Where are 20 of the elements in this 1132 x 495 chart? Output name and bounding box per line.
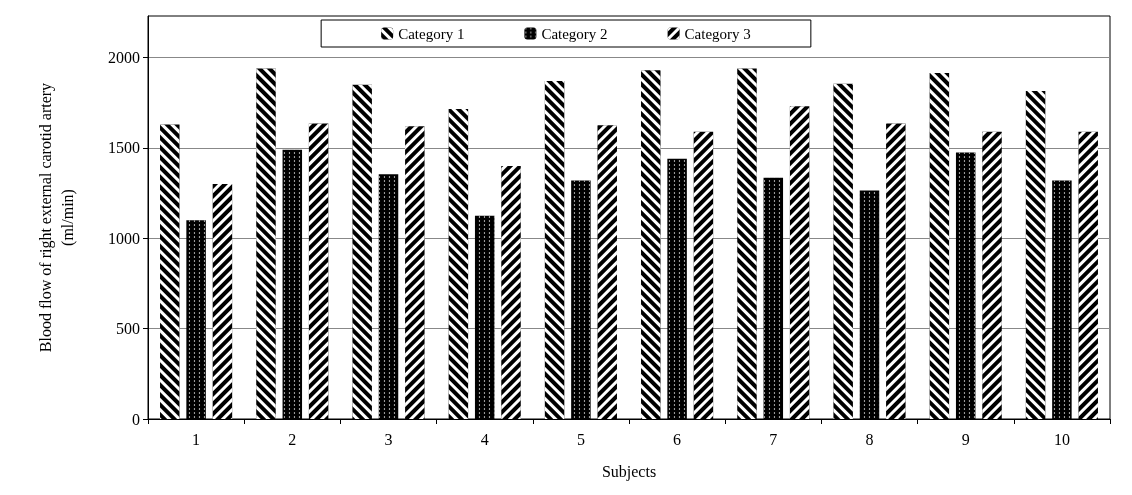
- x-tick-label: 5: [576, 430, 585, 448]
- x-tick-label: 1: [192, 430, 201, 448]
- y-tick-label: 1500: [108, 139, 140, 157]
- y-tick-label: 1000: [108, 229, 140, 247]
- legend-label: Category 2: [541, 25, 608, 42]
- y-tick-label: 2000: [108, 49, 140, 67]
- x-tick-label: 4: [480, 430, 489, 448]
- y-tick-label: 500: [116, 320, 140, 338]
- legend-label: Category 1: [398, 25, 465, 42]
- y-axis-title: Blood flow of right external carotid artery (ml/min): [36, 82, 77, 353]
- x-tick-label: 10: [1053, 430, 1070, 448]
- x-tick-label: 2: [288, 430, 297, 448]
- x-tick-label: 7: [769, 430, 778, 448]
- x-axis-title: Subjects: [601, 462, 657, 481]
- y-tick-label: 0: [132, 410, 140, 428]
- x-tick-label: 9: [961, 430, 970, 448]
- x-tick-label: 6: [673, 430, 682, 448]
- legend-label: Category 3: [684, 25, 751, 42]
- x-tick-label: 3: [384, 430, 393, 448]
- x-tick-label: 8: [865, 430, 874, 448]
